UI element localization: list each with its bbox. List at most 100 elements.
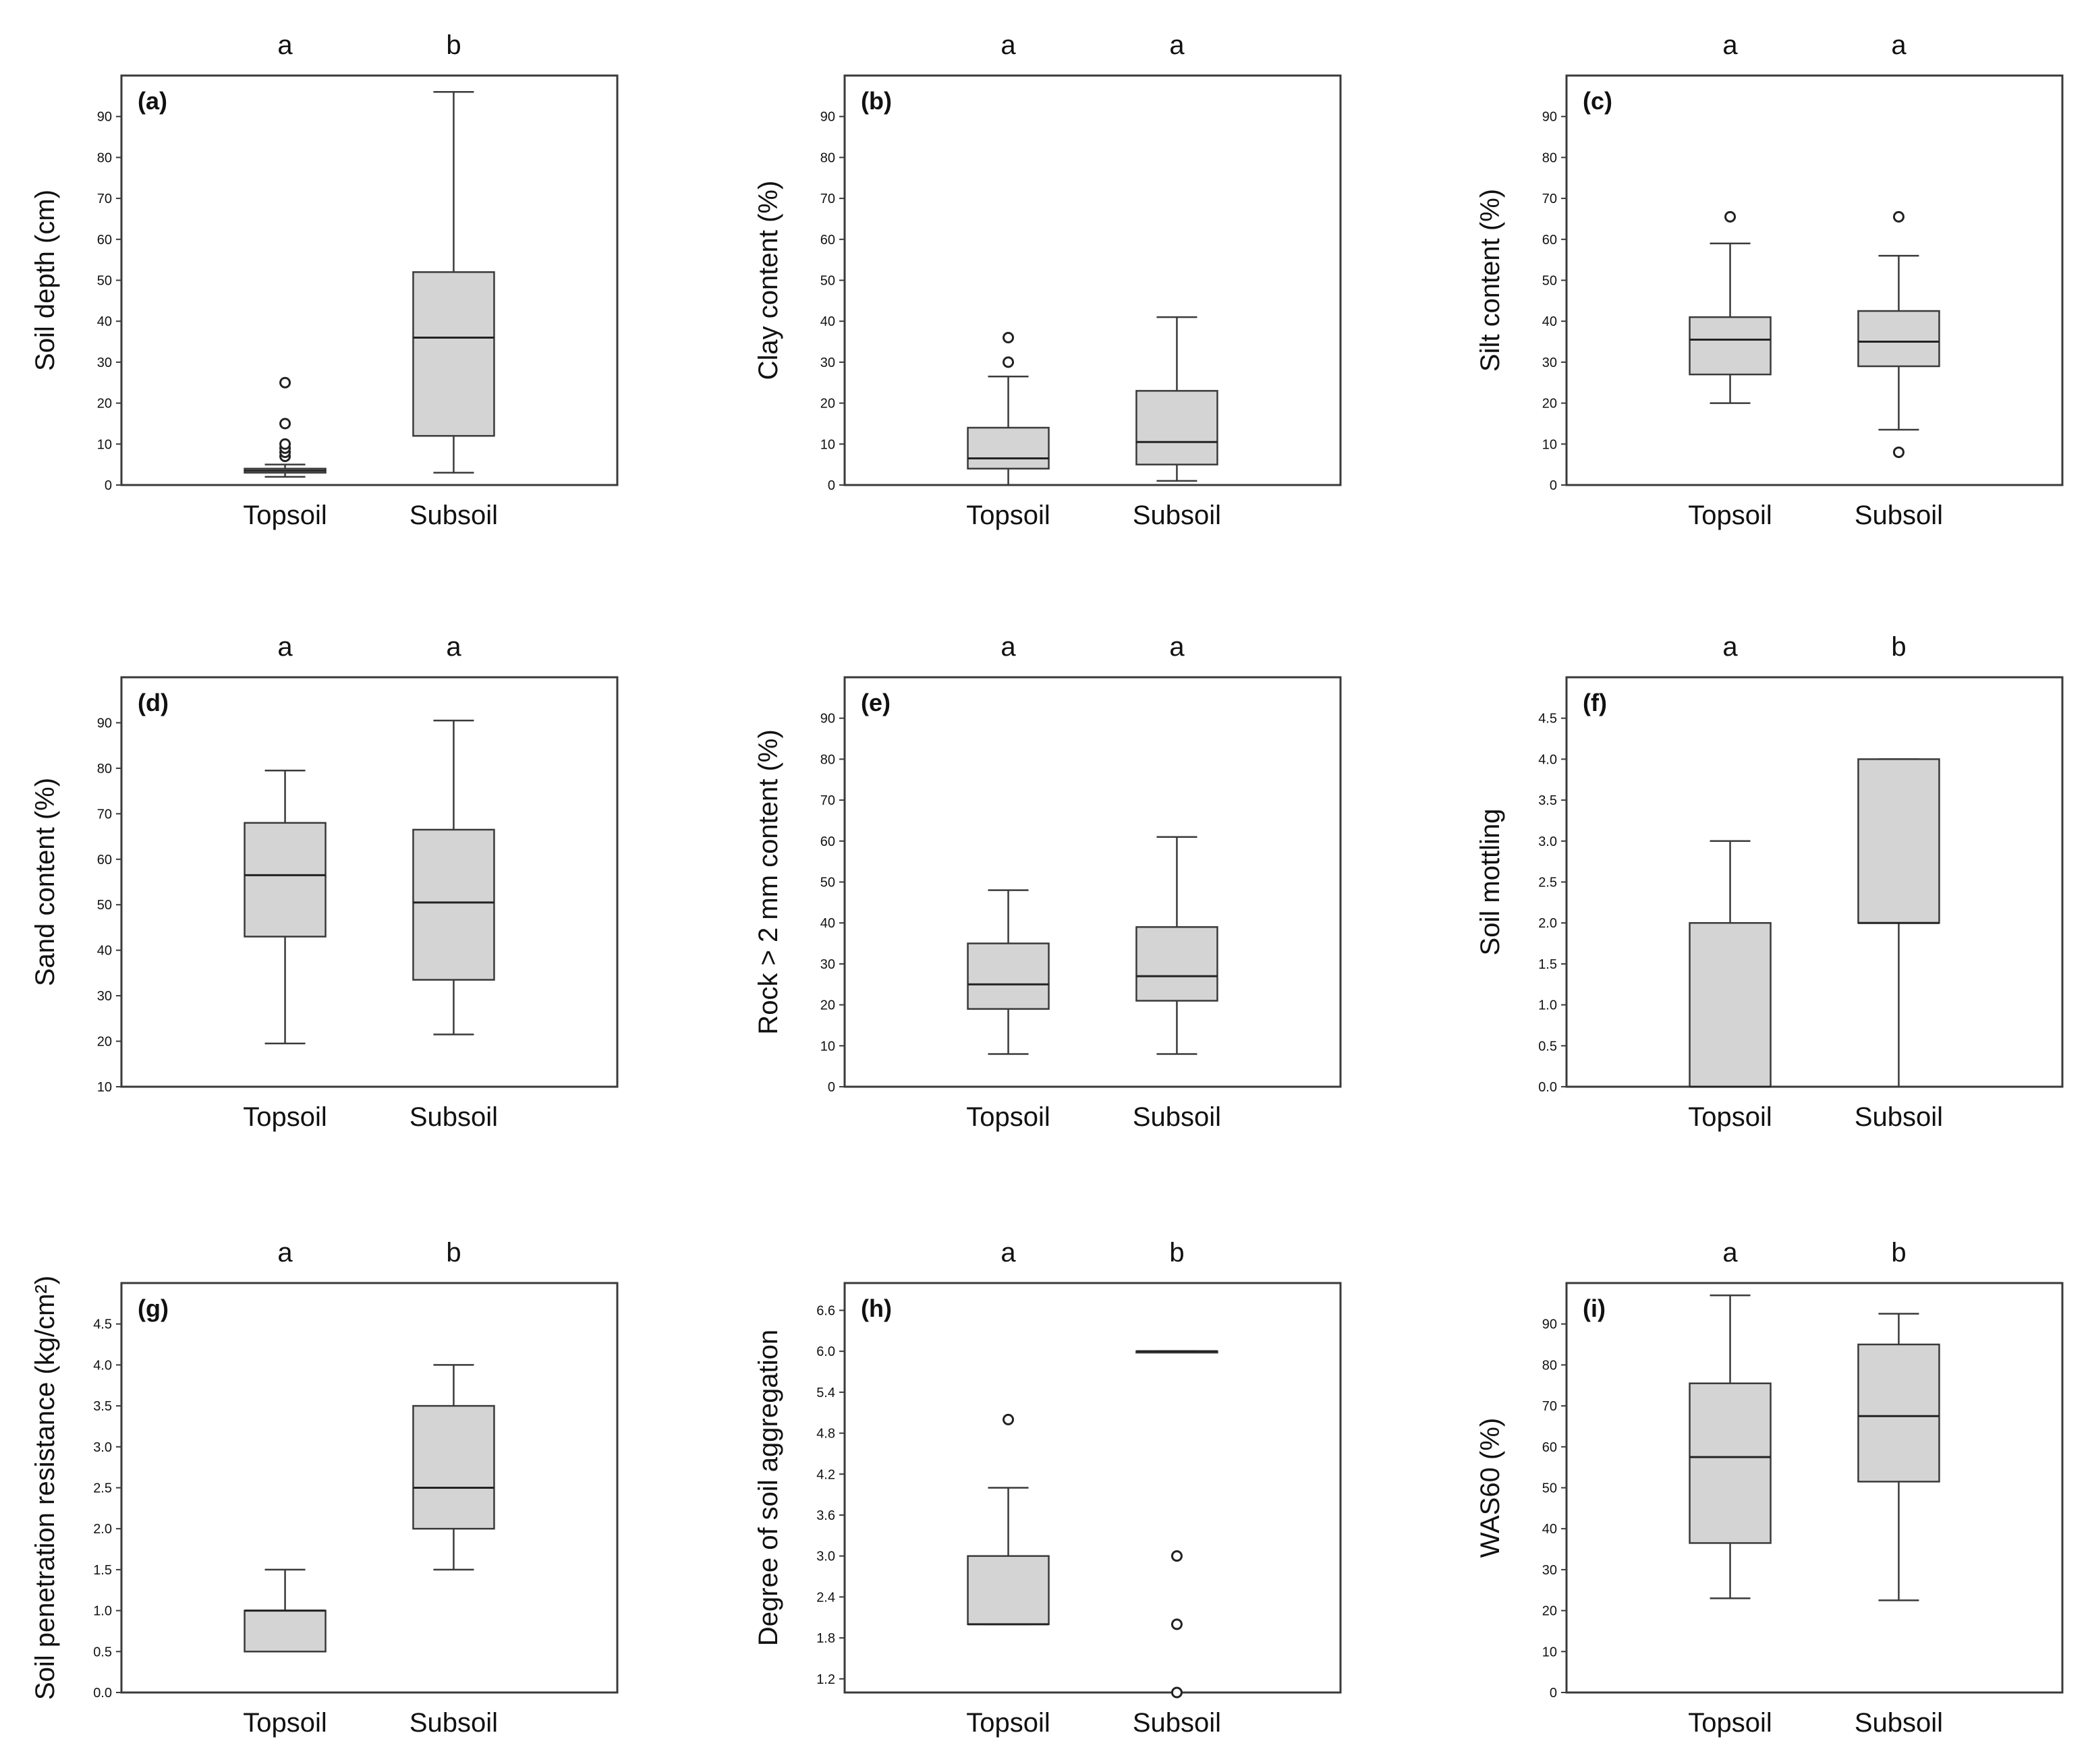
y-tick-label: 30 <box>97 355 112 370</box>
plot-frame <box>843 1282 1342 1694</box>
outlier-point <box>1003 356 1015 368</box>
panel-label: (c) <box>1583 87 1612 115</box>
y-tick-label: 3.0 <box>816 1549 835 1564</box>
category-label: Topsoil <box>966 1102 1050 1132</box>
panel-label: (g) <box>138 1294 169 1322</box>
category-label: Subsoil <box>1133 1102 1221 1132</box>
y-tick-label: 30 <box>97 989 112 1004</box>
box-subsoil <box>1857 758 1940 1088</box>
y-tick-label: 80 <box>1542 150 1557 165</box>
y-tick-label: 4.0 <box>1538 752 1557 767</box>
y-tick-label: 4.2 <box>816 1467 835 1482</box>
y-tick-label: 2.4 <box>816 1590 835 1605</box>
iqr-box <box>1857 310 1940 368</box>
panel-9: (i) 0 10 20 30 40 50 60 70 80 90 WAS60 (%) Topsoil a S… <box>1475 1238 2064 1738</box>
y-tick-label: 0 <box>1550 478 1557 493</box>
box-topsoil <box>967 1413 1050 1626</box>
y-tick-label: 90 <box>1542 1317 1557 1332</box>
iqr-box <box>1135 926 1218 1002</box>
category-label: Topsoil <box>1688 1708 1772 1738</box>
category-label: Topsoil <box>1688 501 1772 530</box>
iqr-box <box>967 1555 1050 1626</box>
y-tick-label: 1.0 <box>93 1604 112 1619</box>
category-label: Subsoil <box>1855 1102 1943 1132</box>
iqr-box <box>1689 316 1772 376</box>
plot-frame <box>1565 74 2064 486</box>
panel-label: (d) <box>138 689 169 716</box>
y-tick-label: 50 <box>97 898 112 913</box>
y-tick-label: 4.8 <box>816 1427 835 1442</box>
y-tick-label: 0 <box>1550 1686 1557 1701</box>
panel-4: (d) 10 20 30 40 50 60 70 80 90 Sand content (%) Top… <box>30 632 619 1132</box>
significance-letter: a <box>1169 632 1185 662</box>
y-axis-label: Silt content (%) <box>1475 189 1505 372</box>
category-label: Topsoil <box>243 1708 327 1738</box>
y-tick-label: 1.5 <box>1538 957 1557 972</box>
panel-5: (e) 0 10 20 30 40 50 60 70 80 90 Rock > 2 mm conten… <box>754 632 1342 1132</box>
box-subsoil <box>412 719 495 1035</box>
y-tick-label: 0 <box>828 1080 835 1095</box>
y-axis-label: Soil depth (cm) <box>30 190 60 371</box>
outlier-point <box>1892 446 1904 458</box>
panel-6: (f) 0.0 0.5 1.0 1.5 2.0 2.5 3.0 3.5 4.0 4.5 Soil mo… <box>1475 632 2064 1132</box>
box-topsoil <box>967 331 1050 486</box>
panel-label: (e) <box>861 689 891 716</box>
y-tick-label: 60 <box>820 233 835 248</box>
iqr-box <box>1857 758 1940 924</box>
y-tick-label: 1.2 <box>816 1672 835 1687</box>
y-tick-label: 80 <box>97 762 112 776</box>
y-tick-label: 40 <box>97 314 112 329</box>
significance-letter: a <box>1000 30 1016 60</box>
panel-label: (f) <box>1583 689 1607 716</box>
y-tick-label: 80 <box>820 752 835 767</box>
iqr-box <box>1135 390 1218 465</box>
iqr-box <box>412 828 495 981</box>
box-subsoil <box>412 91 495 474</box>
outlier-point <box>279 418 291 430</box>
y-tick-label: 1.8 <box>816 1631 835 1646</box>
box-subsoil <box>1135 316 1218 482</box>
category-label: Subsoil <box>1855 501 1943 530</box>
category-label: Topsoil <box>966 501 1050 530</box>
y-tick-label: 0 <box>105 478 112 493</box>
category-label: Subsoil <box>1133 1708 1221 1738</box>
iqr-box <box>1689 1382 1772 1544</box>
box-topsoil <box>1689 840 1772 1088</box>
plot-frame <box>1565 1282 2064 1694</box>
iqr-box <box>967 426 1050 470</box>
category-label: Topsoil <box>243 1102 327 1132</box>
y-tick-label: 30 <box>1542 355 1557 370</box>
y-tick-label: 40 <box>820 916 835 931</box>
y-tick-label: 60 <box>1542 1440 1557 1455</box>
y-tick-label: 30 <box>1542 1563 1557 1578</box>
y-tick-label: 90 <box>820 110 835 125</box>
iqr-box <box>244 1610 327 1653</box>
box-subsoil <box>1135 1350 1218 1699</box>
y-tick-label: 80 <box>1542 1358 1557 1373</box>
panel-2: (b) 0 10 20 30 40 50 60 70 80 90 Clay content (%) To… <box>754 30 1342 530</box>
category-label: Topsoil <box>966 1708 1050 1738</box>
box-topsoil <box>244 376 327 478</box>
outlier-point <box>1170 1686 1183 1699</box>
y-tick-label: 1.5 <box>93 1563 112 1578</box>
y-tick-label: 0.5 <box>93 1645 112 1659</box>
iqr-box <box>412 1404 495 1530</box>
outlier-point <box>1003 1413 1015 1425</box>
y-tick-label: 40 <box>1542 314 1557 329</box>
y-tick-label: 4.5 <box>1538 712 1557 727</box>
y-tick-label: 90 <box>1542 110 1557 125</box>
panel-label: (h) <box>861 1294 892 1322</box>
outlier-point <box>279 438 291 450</box>
y-axis-label: Sand content (%) <box>30 778 60 986</box>
significance-letter: a <box>1169 30 1185 60</box>
y-tick-label: 6.6 <box>816 1303 835 1318</box>
y-tick-label: 20 <box>820 998 835 1013</box>
y-tick-label: 80 <box>97 150 112 165</box>
significance-letter: b <box>1891 632 1906 662</box>
y-tick-label: 90 <box>820 712 835 727</box>
y-tick-label: 40 <box>1542 1522 1557 1537</box>
significance-letter: a <box>1722 1238 1738 1268</box>
category-label: Subsoil <box>410 1708 498 1738</box>
y-tick-label: 0 <box>828 478 835 493</box>
iqr-box <box>967 942 1050 1010</box>
